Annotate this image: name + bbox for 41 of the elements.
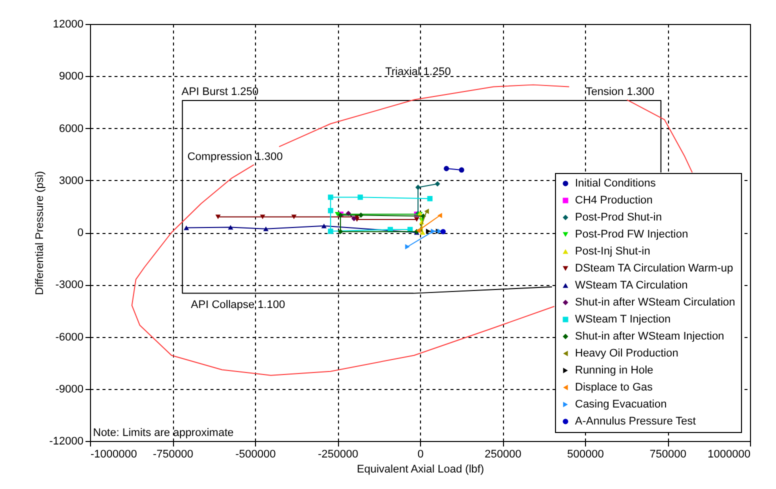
legend-label: Displace to Gas — [575, 382, 654, 394]
x-tick-label: 750000 — [650, 448, 686, 460]
legend-label: Casing Evacuation — [575, 398, 667, 410]
y-tick-label: 9000 — [59, 70, 84, 83]
y-tick-label: -9000 — [55, 383, 84, 396]
legend-label: Initial Conditions — [575, 178, 656, 190]
legend-label: WSteam T Injection — [575, 314, 671, 326]
legend-label: Shut-in after WSteam Injection — [575, 330, 724, 342]
y-tick-label: 0 — [77, 227, 84, 239]
y-axis-title: Differential Pressure (psi) — [34, 171, 46, 295]
x-tick-label: 1000000 — [708, 448, 750, 460]
legend-label: Heavy Oil Production — [575, 348, 678, 360]
y-tick-label: -12000 — [49, 436, 84, 448]
legend-label: Running in Hole — [575, 364, 654, 376]
annotation: Triaxial 1.250 — [385, 66, 451, 78]
y-tick-label: 6000 — [59, 122, 84, 135]
legend-label: Shut-in after WSteam Circulation — [575, 296, 736, 308]
legend-label: Post-Prod FW Injection — [575, 228, 688, 240]
legend-label: DSteam TA Circulation Warm-up — [575, 262, 734, 274]
y-tick-label: 3000 — [59, 174, 84, 187]
x-axis-title: Equivalent Axial Load (lbf) — [356, 464, 484, 476]
legend-label: Post-Inj Shut-in — [575, 246, 650, 258]
x-tick-label: 0 — [417, 448, 424, 460]
legend-label: WSteam TA Circulation — [575, 280, 688, 292]
y-tick-label: 12000 — [52, 18, 84, 30]
x-tick-label: 250000 — [484, 448, 522, 460]
x-tick-label: -250000 — [318, 448, 358, 460]
annotation: Compression 1.300 — [187, 151, 283, 163]
y-tick-label: -3000 — [55, 279, 84, 292]
legend-label: CH4 Production — [575, 194, 653, 206]
x-tick-label: -750000 — [152, 448, 194, 460]
legend-label: A-Annulus Pressure Test — [575, 416, 696, 428]
legend-label: Post-Prod Shut-in — [575, 212, 662, 224]
x-tick-label: 500000 — [567, 448, 604, 460]
annotation: Note: Limits are approximate — [93, 427, 234, 439]
annotation: API Burst 1.250 — [181, 86, 259, 98]
x-tick-label: -500000 — [235, 448, 276, 460]
x-tick-label: -1000000 — [90, 448, 137, 460]
annotation: Tension 1.300 — [586, 86, 654, 98]
y-tick-label: -6000 — [55, 331, 84, 344]
annotation: API Collapse 1.100 — [190, 299, 286, 311]
